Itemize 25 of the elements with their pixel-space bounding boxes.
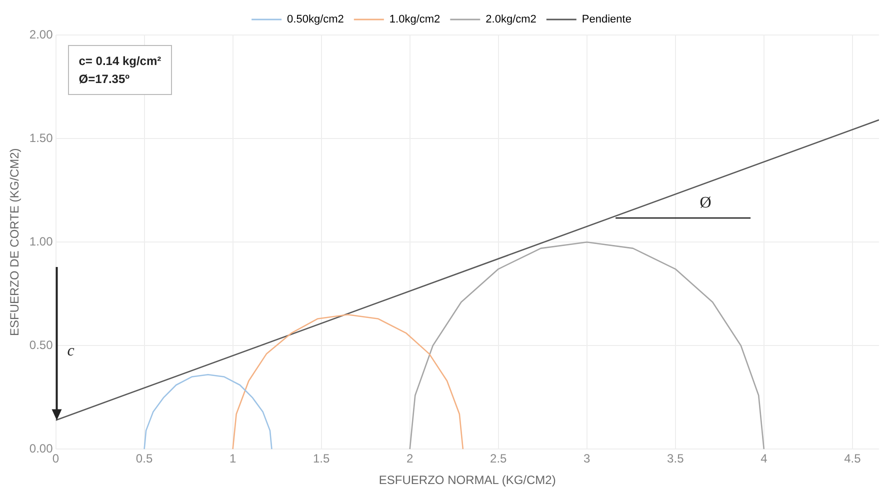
x-tick-label: 0: [52, 452, 60, 466]
legend-label: Pendiente: [582, 14, 632, 26]
x-tick-label: 1: [229, 452, 236, 466]
annotation: Ø: [700, 194, 712, 212]
legend-label: 1.0kg/cm2: [389, 14, 440, 26]
y-tick-label: 2.00: [29, 27, 54, 42]
x-axis-title: ESFUERZO NORMAL (KG/CM2): [378, 473, 556, 488]
x-tick-label: 3.5: [667, 452, 684, 466]
legend-label: 2.0kg/cm2: [486, 14, 536, 26]
x-tick-label: 3: [584, 452, 591, 466]
annotation: Ø=17.35º: [78, 71, 131, 88]
y-axis-title: ESFUERZO DE CORTE (KG/CM2): [8, 148, 22, 336]
x-tick-label: 2.5: [490, 452, 508, 466]
x-tick-label: 2: [406, 452, 414, 466]
y-tick-label: 0.00: [29, 442, 54, 456]
y-tick-label: 1.50: [29, 130, 54, 145]
x-tick-label: 4.5: [844, 452, 862, 466]
annotation: c: [67, 342, 74, 360]
annotation: c= 0.14 kg/cm²: [78, 53, 162, 70]
y-tick-label: 0.50: [29, 338, 54, 352]
x-tick-label: 4: [760, 452, 768, 466]
x-tick-label: 1.5: [312, 452, 330, 466]
x-tick-label: 0.5: [136, 452, 153, 466]
y-tick-label: 1.00: [29, 234, 54, 248]
legend-label: 0.50kg/cm2: [287, 14, 344, 26]
